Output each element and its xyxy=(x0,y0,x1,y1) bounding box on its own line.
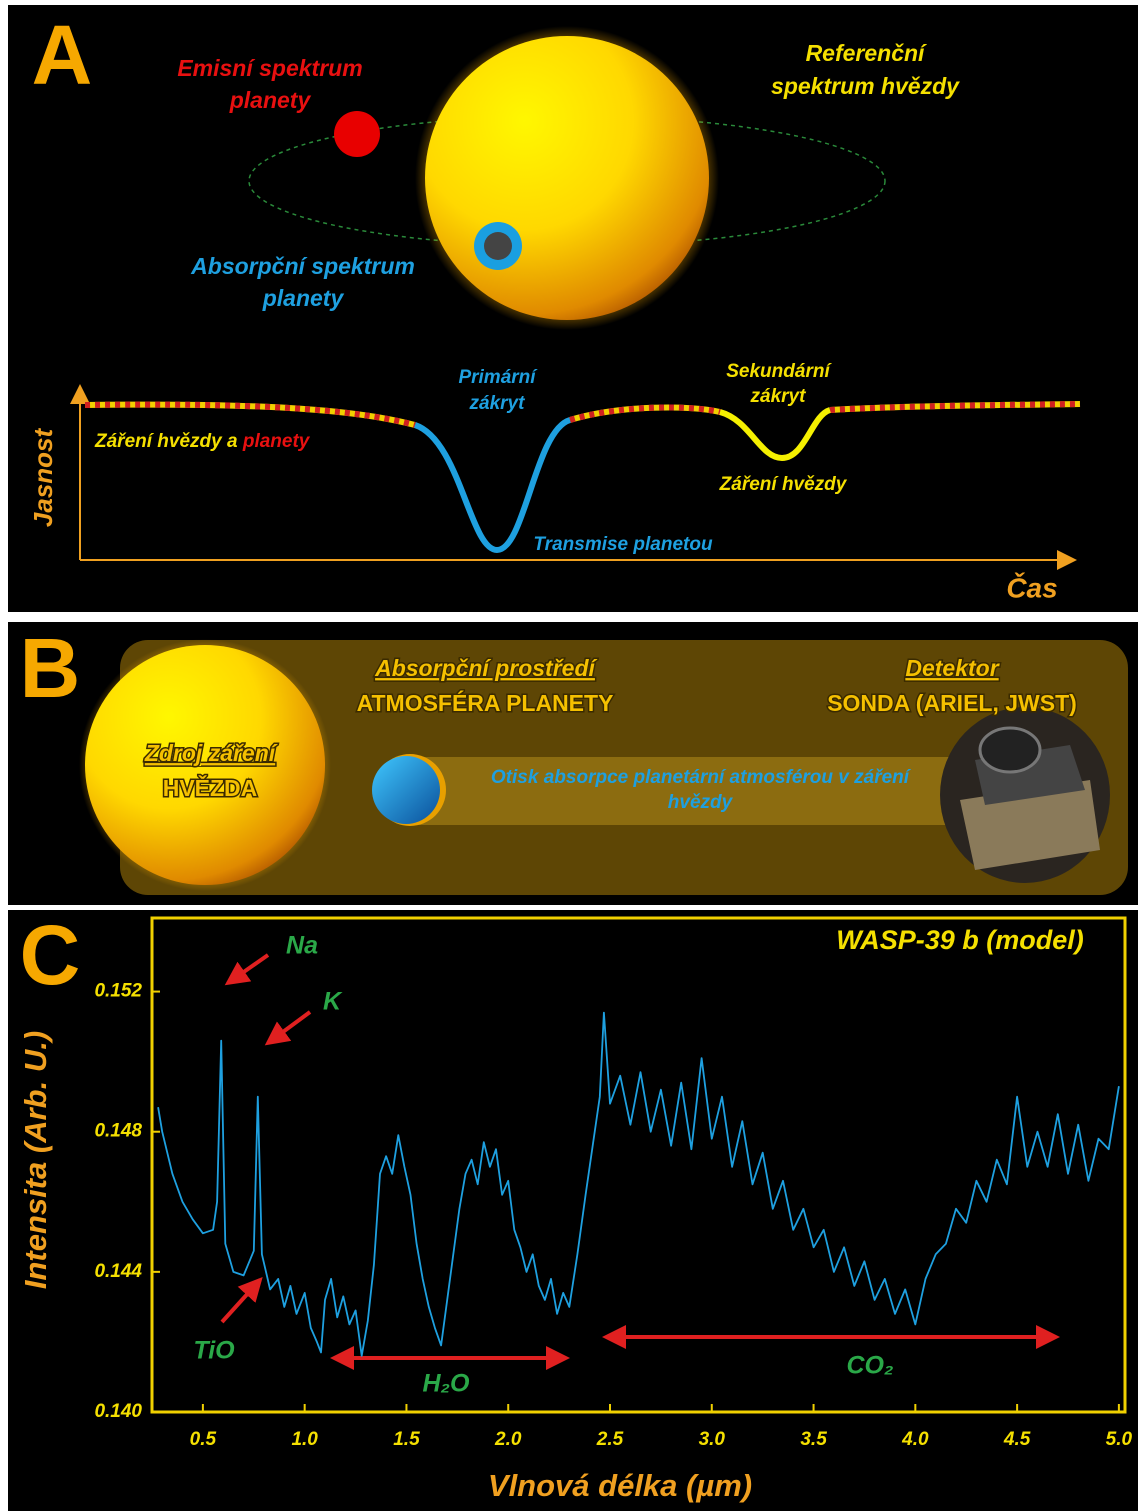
y-tick-label: 0.148 xyxy=(94,1121,142,1142)
label-part: Záření hvězdy a xyxy=(94,431,238,452)
label: Absorpční spektrum xyxy=(190,253,415,279)
x-tick-label: 4.5 xyxy=(1003,1429,1031,1450)
label: planety xyxy=(229,87,312,113)
label: Referenční xyxy=(806,40,927,66)
annotation: CO₂ xyxy=(846,1352,893,1380)
label: hvězdy xyxy=(668,792,734,813)
label: Záření hvězdy xyxy=(719,474,848,495)
label: Zdroj záření xyxy=(144,740,278,766)
panel-letter: A xyxy=(32,8,93,102)
label: Absorpční prostředí xyxy=(374,655,597,681)
label: Sekundární xyxy=(726,361,832,382)
x-tick-label: 1.0 xyxy=(291,1429,318,1450)
figure: A Emisní spektrum planety Referenční spe… xyxy=(0,0,1143,1511)
x-axis-label: Vlnová délka (µm) xyxy=(488,1468,752,1503)
probe xyxy=(940,707,1110,883)
emitting-planet xyxy=(334,111,380,157)
x-tick-label: 5.0 xyxy=(1106,1429,1133,1450)
label: spektrum hvězdy xyxy=(771,73,960,99)
x-tick-label: 3.5 xyxy=(800,1429,827,1450)
y-tick-label: 0.144 xyxy=(94,1261,142,1282)
star xyxy=(425,36,709,320)
label: Otisk absorpce planetární atmosférou v z… xyxy=(491,767,912,788)
label: zákryt xyxy=(750,386,807,407)
label: Emisní spektrum xyxy=(177,55,362,81)
x-tick-label: 2.0 xyxy=(494,1429,522,1450)
chart-title: WASP-39 b (model) xyxy=(836,925,1084,955)
label: planety xyxy=(262,285,345,311)
y-tick-label: 0.152 xyxy=(94,981,142,1002)
label: Záření hvězdy a planety xyxy=(94,431,311,452)
annotation: K xyxy=(323,988,343,1016)
axis-label: Jasnost xyxy=(28,428,58,528)
x-tick-label: 3.0 xyxy=(699,1429,726,1450)
axis-label: Čas xyxy=(1006,571,1057,603)
label-part: planety xyxy=(242,431,311,452)
x-tick-label: 0.5 xyxy=(190,1429,217,1450)
label: Detektor xyxy=(905,655,999,681)
y-tick-label: 0.140 xyxy=(94,1401,142,1422)
x-tick-label: 1.5 xyxy=(393,1429,420,1450)
panel-letter: B xyxy=(20,621,81,715)
label: zákryt xyxy=(469,393,526,414)
label: ATMOSFÉRA PLANETY xyxy=(357,689,614,716)
label: SONDA (ARIEL, JWST) xyxy=(827,690,1077,716)
x-tick-label: 2.5 xyxy=(596,1429,624,1450)
panel-letter: C xyxy=(20,908,81,1002)
y-axis-label: Intensita (Arb. U.) xyxy=(18,1031,53,1289)
label: HVĚZDA xyxy=(163,774,258,801)
label: Transmise planetou xyxy=(533,534,713,555)
annotation: H₂O xyxy=(422,1370,470,1398)
transiting-planet-core xyxy=(484,232,512,260)
planet xyxy=(372,756,440,824)
x-tick-label: 4.0 xyxy=(901,1429,929,1450)
annotation: TiO xyxy=(193,1337,235,1365)
label: Primární xyxy=(458,367,538,388)
annotation: Na xyxy=(286,932,318,960)
